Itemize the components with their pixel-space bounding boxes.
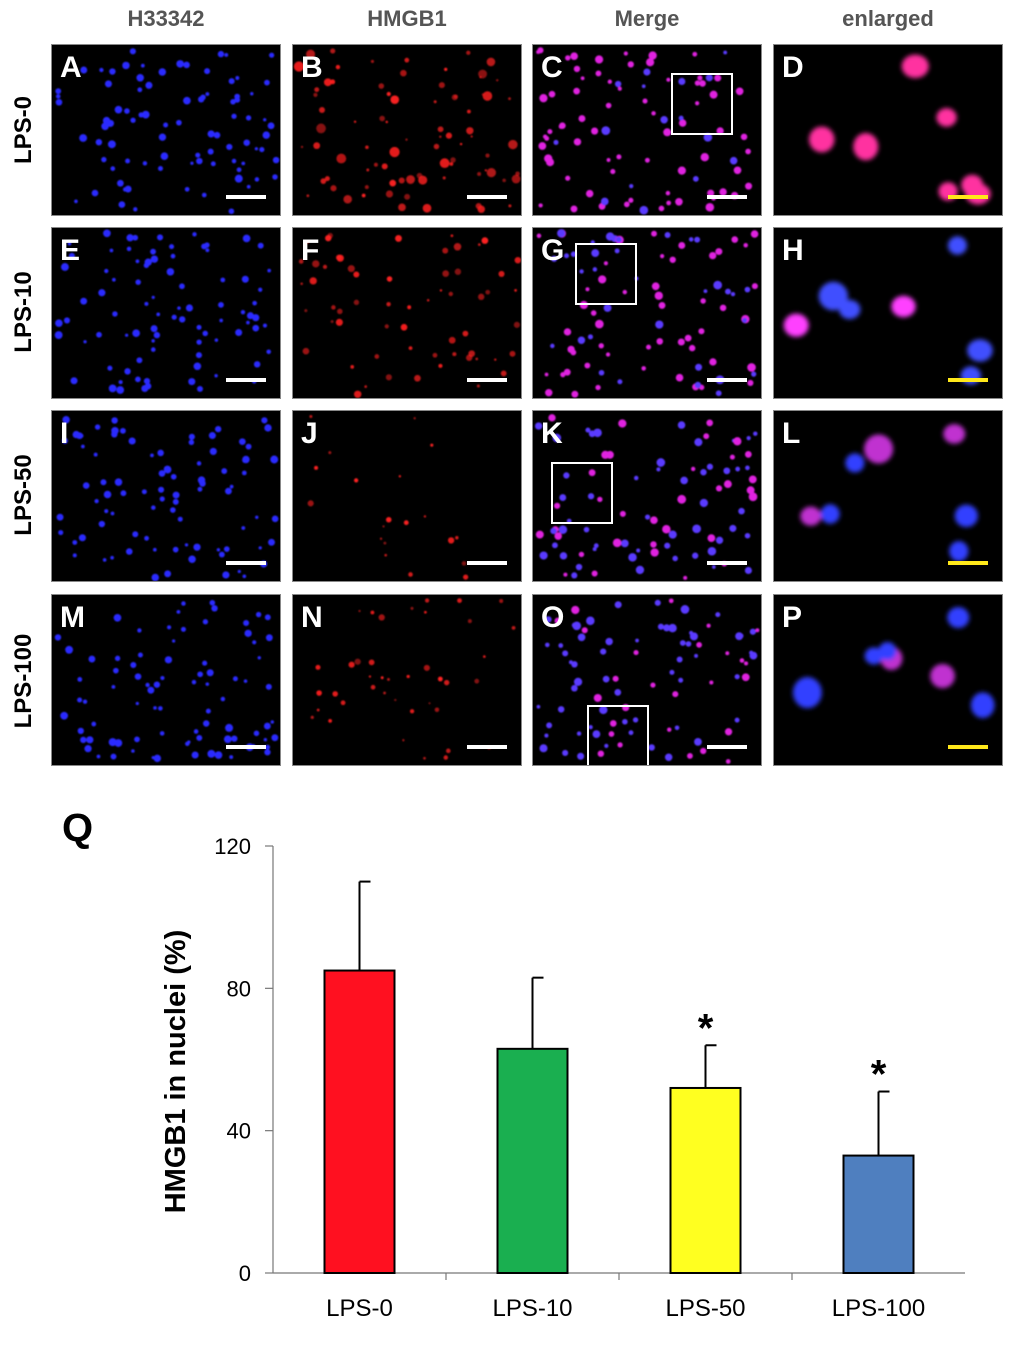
x-category-label: LPS-100	[832, 1295, 925, 1322]
panel-letter: O	[541, 601, 565, 634]
micrograph-image	[536, 47, 753, 215]
scale-bar	[707, 195, 747, 199]
micrograph-panel-a: A	[51, 44, 281, 216]
micrograph-image	[54, 229, 271, 394]
y-tick-label: 40	[227, 1119, 251, 1144]
significance-marker: *	[871, 1053, 887, 1097]
scale-bar	[226, 195, 266, 199]
column-header-merge: Merge	[614, 6, 680, 31]
panel-letter: F	[301, 234, 320, 267]
bar-chart-svg: 0 40 80 120 HMGB1 in nuclei (%) LPS-0 LPS-10 * L…	[160, 834, 965, 1322]
panel-letter: G	[541, 234, 565, 267]
micrograph-image	[534, 414, 758, 580]
micrograph-image	[307, 415, 469, 580]
y-tick-label: 80	[227, 976, 251, 1001]
y-axis-label: HMGB1 in nuclei (%)	[160, 930, 192, 1214]
micrograph-image	[293, 48, 521, 213]
scale-bar	[467, 561, 507, 565]
panel-letter: L	[782, 417, 801, 450]
panel-letter: M	[60, 601, 85, 634]
scale-bar	[467, 745, 507, 749]
micrograph-image	[54, 599, 279, 763]
micrograph-image	[536, 229, 759, 398]
micrograph-image	[800, 424, 978, 562]
region-of-interest-box	[551, 462, 613, 524]
micrograph-panel-p: P	[773, 594, 1003, 766]
micrograph-image	[298, 232, 521, 398]
panel-letter: P	[782, 601, 803, 634]
panel-letter: N	[301, 601, 323, 634]
scale-bar	[707, 745, 747, 749]
column-header-hmgb1: HMGB1	[367, 6, 447, 31]
region-of-interest-box	[575, 243, 637, 305]
micrograph-panel-g: G	[532, 227, 762, 399]
scale-bar	[707, 378, 747, 382]
scale-bar	[226, 561, 266, 565]
micrograph-image	[792, 606, 995, 719]
x-category-label: LPS-0	[326, 1295, 393, 1322]
micrograph-panel-j: J	[292, 410, 522, 582]
y-tick-label: 0	[239, 1261, 251, 1286]
micrograph-panel-n: N	[292, 594, 522, 766]
region-of-interest-box	[671, 73, 733, 135]
micrograph-image	[56, 416, 279, 581]
significance-marker: *	[698, 1006, 714, 1050]
y-tick-label: 120	[214, 834, 251, 859]
micrograph-image	[809, 54, 991, 205]
micrograph-panel-h: H	[773, 227, 1003, 399]
micrograph-panel-f: F	[292, 227, 522, 399]
panel-letter: K	[541, 417, 563, 450]
hmgb1-bar-chart: 0 40 80 120 HMGB1 in nuclei (%) LPS-0 LPS-10 * L…	[0, 790, 1020, 1341]
micrograph-panel-k: K	[532, 410, 762, 582]
micrograph-panel-b: B	[292, 44, 522, 216]
bar-lps-100	[842, 1154, 915, 1275]
scale-bar	[467, 378, 507, 382]
micrograph-image	[536, 598, 760, 764]
panel-letter: C	[541, 51, 563, 84]
x-category-label: LPS-10	[492, 1295, 572, 1322]
micrograph-panel-e: E	[51, 227, 281, 399]
micrograph-panel-d: D	[773, 44, 1003, 216]
scale-bar	[948, 195, 988, 199]
row-label-lps-50: LPS-50	[10, 454, 37, 536]
micrograph-panel-o: O	[532, 594, 762, 766]
scale-bar	[948, 745, 988, 749]
scale-bar	[948, 561, 988, 565]
x-category-label: LPS-50	[665, 1295, 745, 1322]
scale-bar	[226, 378, 266, 382]
scale-bar	[948, 378, 988, 382]
scale-bar	[707, 561, 747, 565]
micrograph-panel-l: L	[773, 410, 1003, 582]
micrograph-panel-i: I	[51, 410, 281, 582]
row-label-lps-0: LPS-0	[10, 96, 37, 165]
row-label-lps-100: LPS-100	[10, 633, 37, 729]
panel-letter: J	[301, 417, 318, 450]
bar-lps-10	[496, 1047, 569, 1275]
scale-bar	[226, 745, 266, 749]
chart-panel-letter: Q	[62, 806, 94, 850]
column-header-h33342: H33342	[127, 6, 205, 31]
micrograph-panel-c: C	[532, 44, 762, 216]
scale-bar	[467, 195, 507, 199]
micrograph-panel-m: M	[51, 594, 281, 766]
row-label-lps-10: LPS-10	[10, 271, 37, 353]
bar-lps-0	[323, 969, 396, 1275]
micrograph-image	[55, 48, 280, 215]
panel-letter: B	[301, 51, 323, 84]
panel-letter: E	[60, 234, 81, 267]
panel-letter: H	[782, 234, 804, 267]
micrograph-image	[310, 598, 516, 760]
panel-letter: D	[782, 51, 804, 84]
bar-lps-50	[669, 1086, 742, 1275]
panel-letter: I	[60, 417, 69, 450]
column-header-enlarged: enlarged	[842, 6, 934, 31]
micrograph-image	[783, 236, 993, 385]
panel-letter: A	[60, 51, 82, 84]
region-of-interest-box	[587, 705, 649, 765]
